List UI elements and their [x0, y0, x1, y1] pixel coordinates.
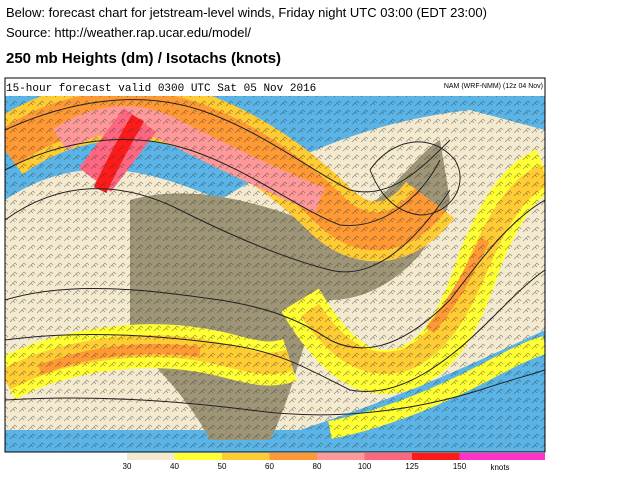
legend-label: 125 [405, 462, 419, 471]
legend-label: 80 [313, 462, 322, 471]
header-line: Source: http://weather.rap.ucar.edu/mode… [6, 25, 251, 40]
legend-swatch [269, 453, 317, 460]
legend-unit: knots [490, 463, 509, 472]
legend-swatch [317, 453, 365, 460]
legend-swatch [127, 453, 175, 460]
legend-label: 50 [218, 462, 227, 471]
legend-swatch [174, 453, 222, 460]
legend-swatch [222, 453, 270, 460]
legend-label: 60 [265, 462, 274, 471]
legend: 30 40 50 60 80 100 125 150 knots [123, 453, 545, 472]
legend-label: 30 [123, 462, 132, 471]
map-frame [4, 77, 546, 453]
forecast-label: 15-hour forecast valid 0300 UTC Sat 05 N… [6, 83, 316, 95]
map-header [5, 78, 545, 96]
legend-swatch [459, 453, 545, 460]
map-title: 250 mb Heights (dm) / Isotachs (knots) [6, 50, 281, 67]
legend-label: 100 [358, 462, 372, 471]
map [5, 96, 545, 452]
wind-barbs [5, 96, 545, 452]
legend-swatch [412, 453, 460, 460]
legend-label: 150 [453, 462, 467, 471]
height-contours [5, 99, 545, 416]
model-label: NAM (WRF-NMM) (12z 04 Nov) [444, 83, 543, 90]
header-line: Below: forecast chart for jetstream-leve… [6, 5, 487, 20]
legend-label: 40 [170, 462, 179, 471]
legend-swatch [364, 453, 412, 460]
